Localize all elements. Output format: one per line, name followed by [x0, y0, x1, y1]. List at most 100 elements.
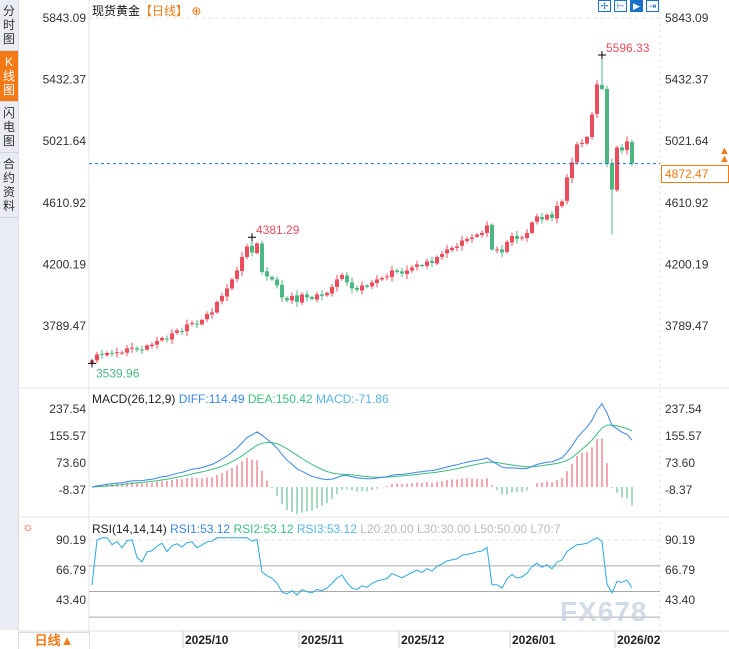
candle-body [530, 222, 534, 233]
scroll-up-icon[interactable]: ▲ ▲ [719, 147, 729, 163]
settings-sun-icon[interactable]: ☼ [22, 519, 34, 534]
candle-body [145, 345, 149, 350]
candle-body [220, 295, 224, 302]
timeframe-selector[interactable]: 日线▲ [18, 632, 90, 649]
x-tick-label: 2025/10 [185, 633, 229, 647]
zoom-range-icon[interactable]: ▶ [630, 0, 643, 12]
candle-body [615, 147, 619, 191]
candle-body [440, 253, 444, 257]
candle-body [380, 277, 384, 280]
candle-body [470, 237, 474, 239]
tab-time-chart[interactable]: 分时图 [0, 0, 18, 51]
price-annotation: 4381.29 [256, 223, 300, 237]
rsi-tick-right: 43.40 [665, 593, 695, 607]
rsi-title: RSI(14,14,14) [92, 522, 167, 536]
candle-body [295, 295, 299, 302]
candle-body [430, 260, 434, 263]
candle-body [125, 348, 129, 353]
last-price-label: 4872.47 [661, 165, 729, 183]
macd-dea: DEA:150.42 [247, 392, 313, 406]
candle-body [590, 114, 594, 137]
candle-body [355, 287, 359, 290]
price-tick-left: 5021.64 [43, 134, 87, 148]
candle-body [455, 246, 459, 248]
candle-body [385, 276, 389, 278]
macd-tick-left: 237.54 [49, 402, 86, 416]
watermark-logo: FX678 [560, 596, 648, 627]
candle-body [420, 265, 424, 267]
candle-body [495, 249, 499, 251]
candle-body [510, 235, 514, 243]
x-tick-label: 2026/01 [512, 633, 556, 647]
candle-body [210, 312, 214, 315]
fit-range-icon[interactable]: ⊢ [614, 0, 627, 12]
symbol-name: 现货黄金 [92, 4, 141, 18]
tab-contract-info[interactable]: 合约资料 [0, 153, 18, 218]
tab-k-line[interactable]: K线图 [0, 51, 18, 102]
candle-body [595, 84, 599, 114]
candle-body [465, 238, 469, 242]
candle-body [450, 247, 454, 251]
dea-line [91, 424, 633, 488]
candle-body [500, 249, 504, 253]
candle-body [480, 232, 484, 236]
macd-tick-right: -8.37 [665, 483, 693, 497]
candle-body [265, 271, 269, 277]
macd-diff: DIFF:114.49 [178, 392, 245, 406]
candle-body [365, 285, 369, 287]
candle-body [170, 333, 174, 340]
candle-body [260, 243, 264, 272]
l50-value: L50:50.00 [473, 522, 528, 536]
candle-body [525, 232, 529, 239]
macd-tick-right: 155.57 [665, 429, 702, 443]
candle-body [240, 256, 244, 272]
candle-body [625, 141, 629, 150]
candle-body [330, 286, 334, 294]
circle-plus-icon[interactable]: ⊕ [191, 4, 202, 18]
candle-body [560, 201, 564, 206]
scroll-end-icon[interactable]: ⇥ [646, 0, 659, 12]
candle-body [475, 234, 479, 237]
price-annotation: 5596.33 [606, 41, 650, 55]
candle-body [630, 142, 634, 164]
price-tick-right: 5021.64 [665, 134, 709, 148]
candle-body [140, 349, 144, 351]
candle-body [570, 162, 574, 179]
rsi-tick-left: 43.40 [56, 593, 86, 607]
candle-body [135, 348, 139, 350]
candle-body [600, 85, 604, 89]
price-tick-left: 4200.19 [43, 257, 87, 271]
candle-body [110, 352, 114, 354]
candle-body [585, 136, 589, 144]
candle-body [155, 340, 159, 345]
tab-flash-chart[interactable]: 闪电图 [0, 102, 18, 153]
crosshair-icon[interactable]: ✢ [598, 0, 611, 12]
candle-body [395, 270, 399, 272]
candle-body [565, 177, 569, 201]
crosshair-mark [88, 359, 96, 368]
rsi-tick-right: 66.79 [665, 563, 695, 577]
candle-body [405, 270, 409, 275]
sidebar: 分时图 K线图 闪电图 合约资料 [0, 0, 19, 630]
candle-body [345, 275, 349, 283]
candle-body [335, 279, 339, 287]
macd-tick-left: 155.57 [49, 429, 86, 443]
candle-body [285, 298, 289, 301]
rsi-tick-left: 90.19 [56, 533, 86, 547]
candle-body [105, 352, 109, 356]
price-tick-right: 4200.19 [665, 257, 709, 271]
candle-body [350, 282, 354, 289]
candle-body [610, 163, 614, 190]
candle-body [370, 282, 374, 287]
timeframe-label: 【日线】 [140, 4, 189, 18]
candle-body [190, 322, 194, 324]
candle-body [435, 256, 439, 264]
candle-body [275, 279, 279, 286]
macd-legend: MACD(26,12,9) DIFF:114.49 DEA:150.42 MAC… [92, 392, 389, 406]
candle-body [485, 225, 489, 233]
crosshair-mark [248, 233, 256, 242]
candle-body [555, 205, 559, 219]
price-tick-left: 4610.92 [43, 196, 87, 210]
candle-body [195, 323, 199, 325]
